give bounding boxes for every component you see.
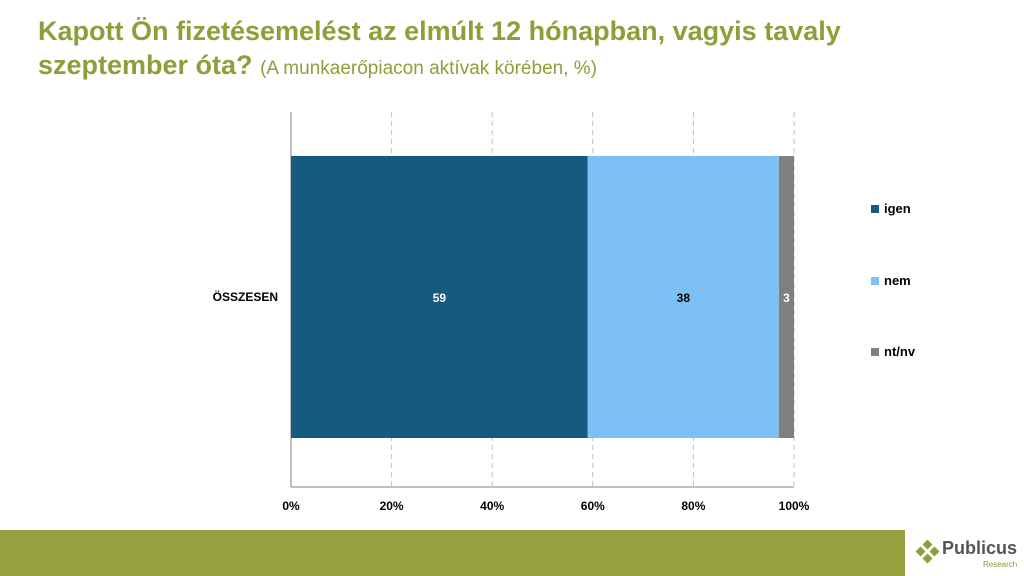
logo-diamond-icon: [916, 540, 940, 564]
bar-segment-igen: [291, 156, 588, 438]
data-label: 3: [783, 291, 790, 305]
x-tick-label: 60%: [581, 499, 605, 513]
legend-swatch: [871, 277, 879, 285]
footer-bar: [0, 530, 905, 576]
x-tick-label: 40%: [480, 499, 504, 513]
legend-label: nem: [884, 273, 911, 288]
data-label: 38: [677, 291, 691, 305]
logo-subtitle: Research: [983, 560, 1018, 569]
x-tick-label: 0%: [282, 499, 300, 513]
legend-swatch: [871, 205, 879, 213]
bar-segment-nt-nv: [778, 156, 794, 438]
chart-title: Kapott Ön fizetésemelést az elmúlt 12 hó…: [38, 14, 998, 86]
publicus-logo: Publicus Research: [916, 536, 1024, 576]
data-label: 59: [433, 291, 447, 305]
x-tick-label: 80%: [681, 499, 705, 513]
title-main: Kapott Ön fizetésemelést az elmúlt 12 hó…: [38, 16, 841, 80]
logo-name: Publicus: [942, 538, 1018, 558]
legend-label: nt/nv: [884, 344, 916, 359]
bar-segment-nem: [587, 156, 779, 438]
x-tick-label: 100%: [779, 499, 810, 513]
legend-swatch: [871, 348, 879, 356]
category-label: ÖSSZESEN: [213, 289, 278, 304]
title-subtitle: (A munkaerőpiacon aktívak körében, %): [260, 58, 597, 79]
stacked-bar-chart: 0% 20% 40% 60% 80% 100% ÖSSZESEN 59 38 3 igen nem nt…: [213, 112, 916, 513]
legend-label: igen: [884, 201, 911, 216]
x-tick-label: 20%: [380, 499, 404, 513]
